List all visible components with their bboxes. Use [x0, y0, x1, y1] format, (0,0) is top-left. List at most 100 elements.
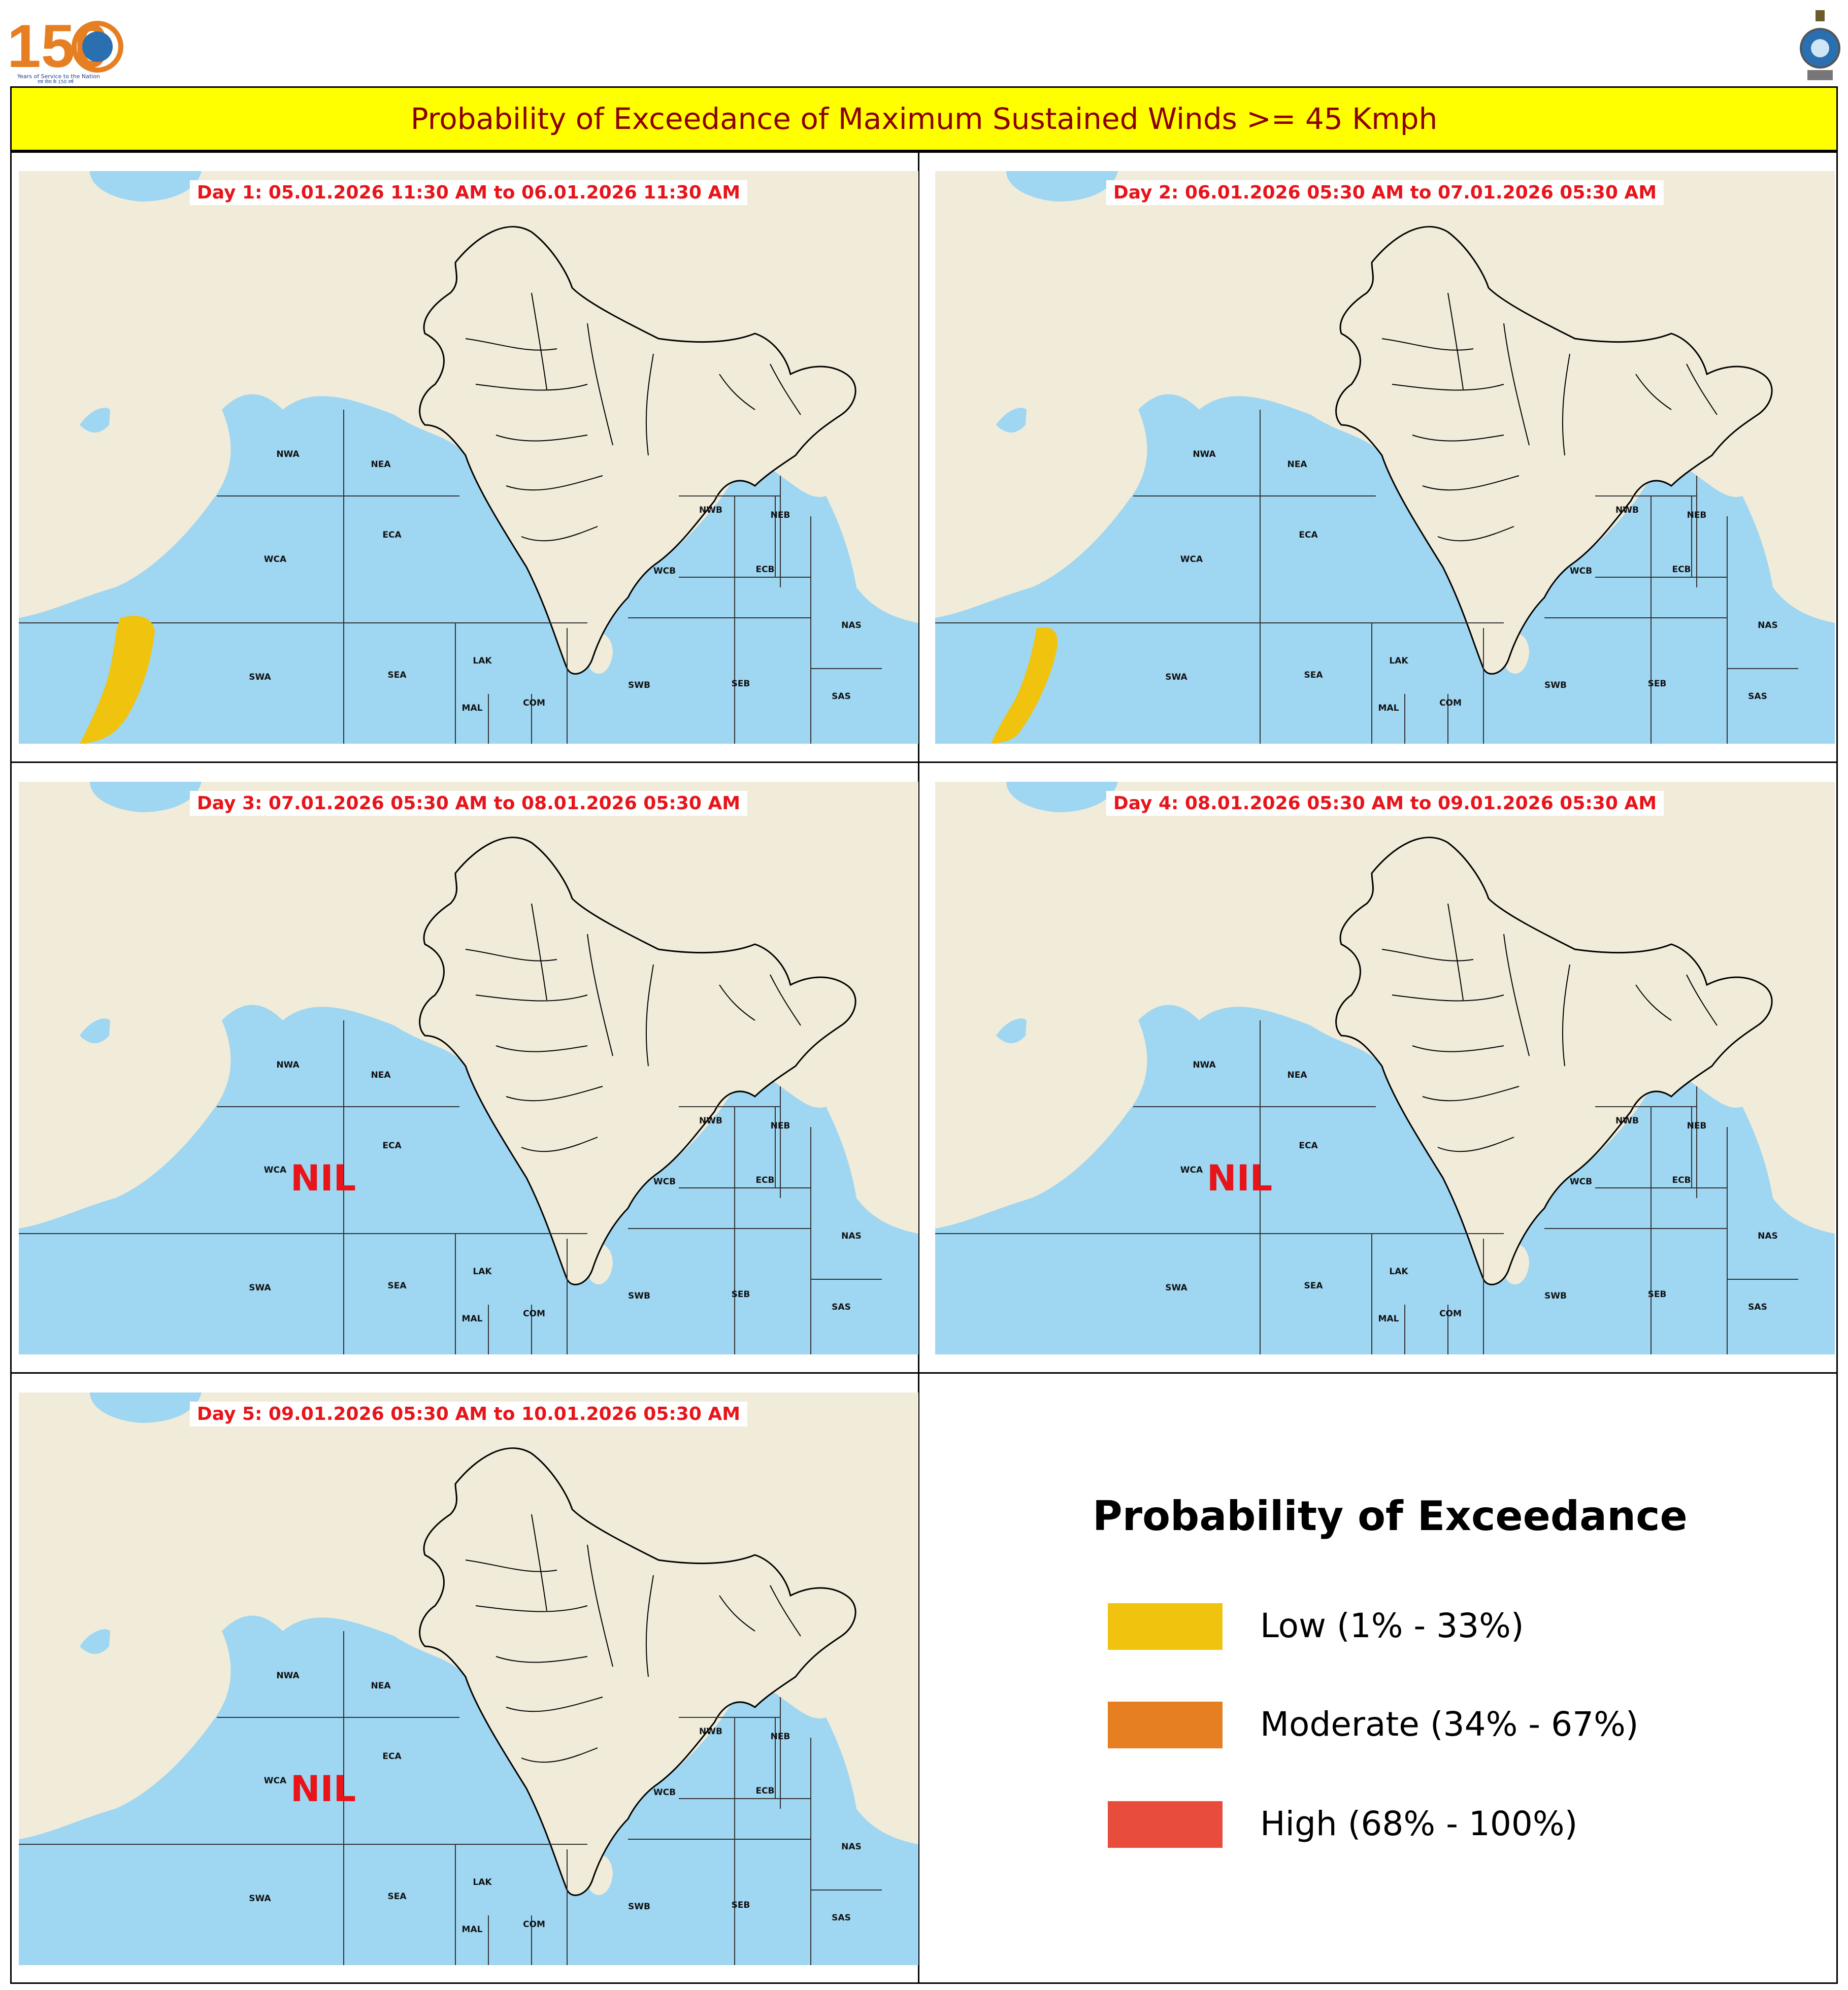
state-boundary	[1447, 903, 1464, 1001]
state-boundary	[506, 1697, 603, 1712]
state-boundary	[521, 1137, 598, 1152]
zone-label-eca: ECA	[382, 530, 402, 540]
state-boundary	[1422, 1086, 1520, 1102]
zone-label-lak: LAK	[473, 1267, 492, 1277]
state-boundary	[587, 1544, 613, 1667]
zone-label-mal: MAL	[462, 703, 483, 713]
state-boundary	[1412, 435, 1504, 442]
zone-label-nwa: NWA	[1193, 449, 1216, 459]
state-boundary	[719, 374, 755, 410]
sea-area	[19, 394, 918, 744]
zone-label-com: COM	[523, 1309, 545, 1319]
legend: Probability of Exceedance Low (1% - 33%)…	[929, 1371, 1828, 1954]
map-panel-day-4: NWA NEA WCA ECA SWA SEA LAK MAL COM NWB NEB WCB ECB S…	[935, 782, 1835, 1354]
zone-label-eca: ECA	[382, 1141, 402, 1151]
state-boundary	[1503, 323, 1530, 446]
zone-label-wcb: WCB	[653, 566, 676, 576]
zone-label-ecb: ECB	[1672, 1175, 1691, 1185]
gulf-area	[80, 408, 110, 433]
map-panel-day-5: NWA NEA WCA ECA SWA SEA LAK MAL COM NWB NEB WCB ECB S…	[19, 1392, 918, 1965]
legend-label: Low (1% - 33%)	[1260, 1606, 1524, 1645]
map-panel-day-3: NWA NEA WCA ECA SWA SEA LAK MAL COM NWB NEB WCB ECB S…	[19, 782, 918, 1354]
zone-label-sas: SAS	[832, 1302, 851, 1312]
logo-hindi-tagline: राष्ट्र सेवा के 150 वर्ष	[38, 79, 74, 83]
zone-label-nwb: NWB	[699, 1116, 722, 1126]
state-boundary	[475, 994, 588, 1002]
zone-label-ecb: ECB	[1672, 565, 1691, 575]
zone-label-swa: SWA	[1165, 1283, 1187, 1293]
state-boundary	[1562, 353, 1570, 456]
legend-label: High (68% - 100%)	[1260, 1804, 1578, 1843]
zone-label-wcb: WCB	[1570, 1177, 1592, 1187]
state-boundary	[496, 435, 588, 442]
legend-swatch	[1108, 1801, 1223, 1848]
state-boundary	[531, 903, 547, 1001]
zone-label-seb: SEB	[732, 679, 750, 689]
zone-label-seb: SEB	[732, 1900, 750, 1910]
imd-150-years-logo: 150 Years of Service to the Nation राष्ट…	[7, 7, 129, 85]
zone-label-eca: ECA	[1299, 530, 1318, 540]
page-title: Probability of Exceedance of Maximum Sus…	[410, 102, 1438, 136]
state-boundary	[1437, 526, 1514, 542]
zone-label-nea: NEA	[1288, 459, 1308, 470]
zone-label-sea: SEA	[387, 1281, 407, 1291]
india-outline	[419, 1447, 856, 1896]
state-boundary	[496, 1045, 588, 1052]
state-boundary	[770, 363, 801, 415]
zone-label-nas: NAS	[841, 1842, 862, 1852]
legend-title: Probability of Exceedance	[1093, 1492, 1688, 1540]
zone-label-nea: NEA	[1288, 1070, 1308, 1080]
zone-label-wca: WCA	[264, 554, 287, 565]
map-panel-day-2: NWA NEA WCA ECA SWA SEA LAK MAL COM NWB NEB WCB ECB S…	[935, 171, 1835, 744]
zone-label-wcb: WCB	[653, 1177, 676, 1187]
zone-label-nwb: NWB	[1615, 505, 1639, 515]
gulf-area	[996, 408, 1027, 433]
zone-label-eca: ECA	[1299, 1141, 1318, 1151]
state-boundary	[521, 1747, 598, 1763]
zone-label-swb: SWB	[628, 1291, 650, 1301]
zone-label-swa: SWA	[249, 1894, 271, 1904]
zone-label-nwa: NWA	[276, 1671, 300, 1681]
state-boundary	[496, 1656, 588, 1663]
zone-label-wca: WCA	[264, 1776, 287, 1786]
zone-label-mal: MAL	[462, 1314, 483, 1324]
caspian-sea-area	[90, 171, 202, 202]
zone-label-com: COM	[1439, 698, 1462, 708]
zone-label-nea: NEA	[371, 1070, 391, 1080]
india-outline	[1335, 837, 1773, 1285]
nil-label: NIL	[1207, 1157, 1273, 1199]
zone-label-com: COM	[523, 698, 545, 708]
day-label: Day 1: 05.01.2026 11:30 AM to 06.01.2026…	[189, 180, 748, 205]
india-outline	[1335, 226, 1773, 675]
zone-label-swa: SWA	[1165, 672, 1187, 682]
state-boundary	[1392, 384, 1504, 391]
grid-divider-vertical	[918, 151, 919, 1984]
panel-grid	[10, 151, 1838, 1984]
state-boundary	[506, 1086, 603, 1102]
zone-label-wca: WCA	[264, 1165, 287, 1175]
zone-label-nwa: NWA	[276, 449, 300, 459]
zone-label-nas: NAS	[1758, 620, 1778, 631]
india-outline	[419, 226, 856, 675]
zone-label-com: COM	[1439, 1309, 1462, 1319]
zone-label-lak: LAK	[473, 1877, 492, 1887]
legend-swatch	[1108, 1603, 1223, 1650]
zone-label-wcb: WCB	[653, 1787, 676, 1798]
grid-divider-horizontal	[10, 1372, 1838, 1374]
state-boundary	[475, 384, 588, 391]
state-boundary	[1447, 292, 1464, 390]
state-boundary	[1422, 475, 1520, 491]
sea-area	[19, 1615, 918, 1965]
zone-label-wca: WCA	[1180, 554, 1203, 565]
zone-label-seb: SEB	[1648, 679, 1667, 689]
state-boundary	[587, 323, 613, 446]
zone-label-wcb: WCB	[1570, 566, 1592, 576]
zone-label-nea: NEA	[371, 459, 391, 470]
state-boundary	[1437, 1137, 1514, 1152]
zone-label-ecb: ECB	[755, 1175, 774, 1185]
nil-label: NIL	[290, 1157, 356, 1199]
zone-label-sas: SAS	[1748, 1302, 1767, 1312]
zone-label-sea: SEA	[387, 1892, 407, 1902]
sea-area	[935, 394, 1835, 744]
zone-label-nwb: NWB	[699, 1727, 722, 1737]
